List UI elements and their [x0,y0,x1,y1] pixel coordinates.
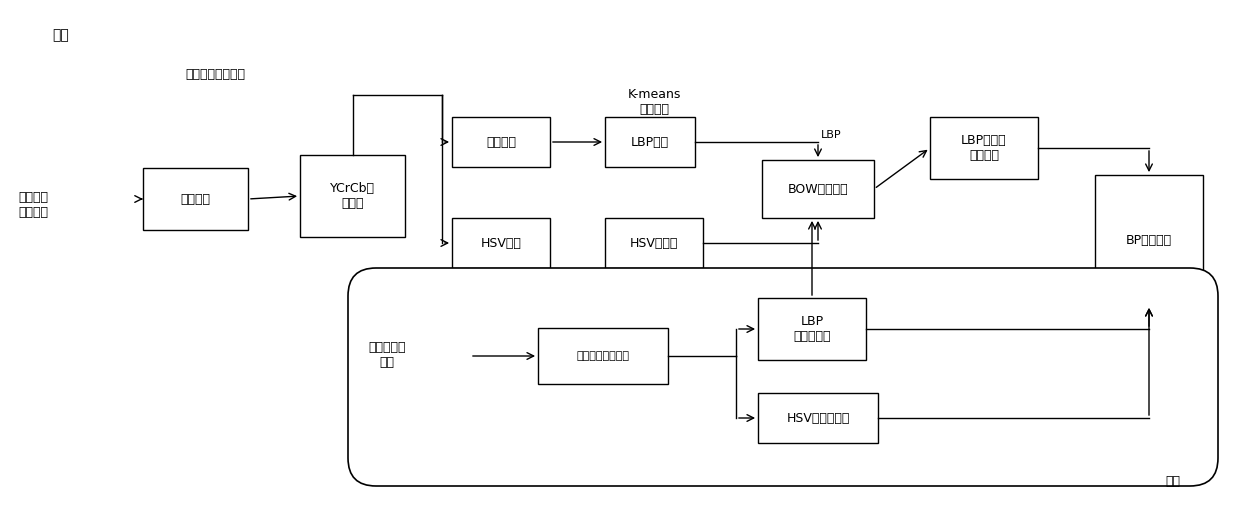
Text: 检测: 检测 [1166,475,1180,488]
FancyBboxPatch shape [763,160,874,218]
Text: BOW词袋模型: BOW词袋模型 [787,182,848,195]
Text: HSV直方图特征: HSV直方图特征 [786,411,849,424]
Text: 人脸检测: 人脸检测 [181,193,211,206]
FancyBboxPatch shape [758,298,866,360]
Text: K-means
构造词典: K-means 构造词典 [627,88,681,116]
FancyBboxPatch shape [1095,175,1203,305]
FancyBboxPatch shape [538,328,668,384]
FancyBboxPatch shape [300,155,405,237]
Text: YCrCb肤
色检测: YCrCb肤 色检测 [330,182,374,210]
FancyBboxPatch shape [348,268,1218,486]
Text: LBP
直方图特征: LBP 直方图特征 [794,315,831,343]
Text: LBP特征: LBP特征 [631,136,670,149]
FancyBboxPatch shape [453,117,551,167]
Text: 灰度图像: 灰度图像 [486,136,516,149]
Text: HSV直方图: HSV直方图 [630,237,678,250]
Text: 训练: 训练 [52,28,68,42]
Text: 身体皮肤区域提取: 身体皮肤区域提取 [577,351,630,361]
FancyBboxPatch shape [453,218,551,268]
FancyBboxPatch shape [143,168,248,230]
Text: LBP: LBP [821,130,842,140]
FancyBboxPatch shape [605,218,703,268]
Text: BP神经网络: BP神经网络 [1126,234,1172,247]
Text: LBP局部直
方图特征: LBP局部直 方图特征 [961,134,1007,162]
FancyBboxPatch shape [758,393,878,443]
Text: HSV图像: HSV图像 [481,237,522,250]
Text: 待识别图像
输入: 待识别图像 输入 [368,341,405,369]
FancyBboxPatch shape [605,117,694,167]
FancyBboxPatch shape [930,117,1038,179]
Text: 批量训练
样本输入: 批量训练 样本输入 [19,191,48,219]
Text: 身体皮肤区域提取: 身体皮肤区域提取 [185,68,246,81]
